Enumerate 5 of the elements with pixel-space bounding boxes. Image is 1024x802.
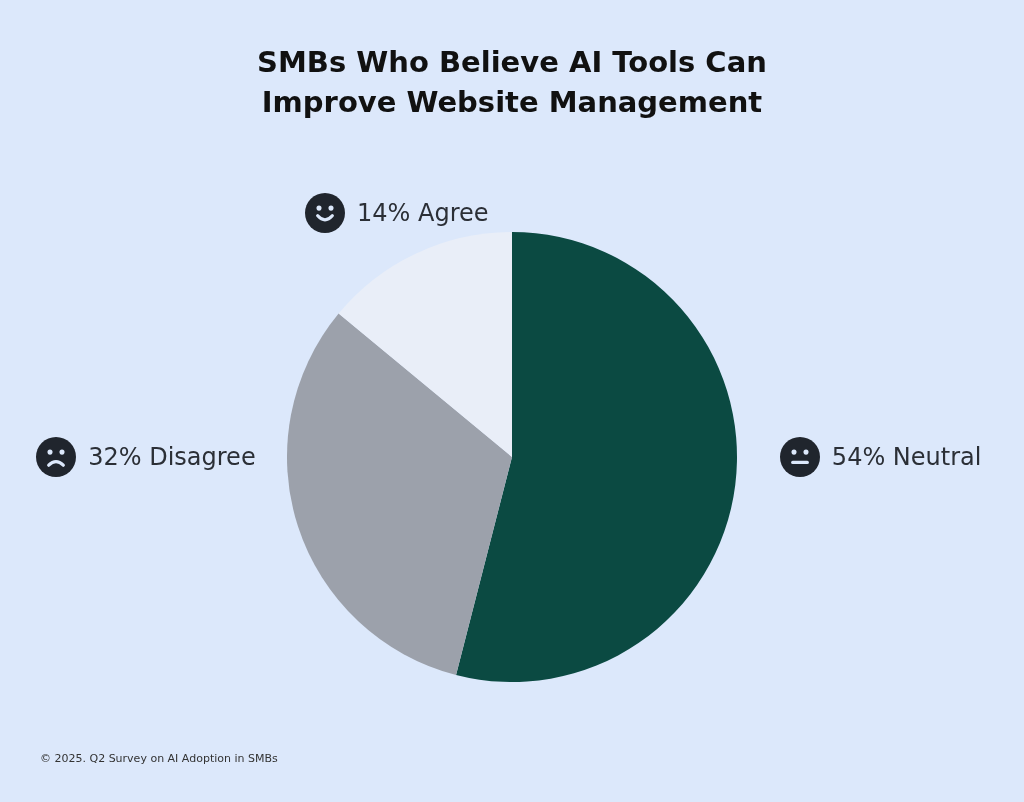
chart-title: SMBs Who Believe AI Tools Can Improve Website Management <box>256 44 768 121</box>
slice-label: 32% Disagree <box>88 443 256 471</box>
text: © 2025. Q2 Survey on AI Adoption in SMBs <box>40 752 278 765</box>
slice-label: 54% Neutral <box>831 443 982 471</box>
legend-label: 14% Agree <box>357 198 489 227</box>
